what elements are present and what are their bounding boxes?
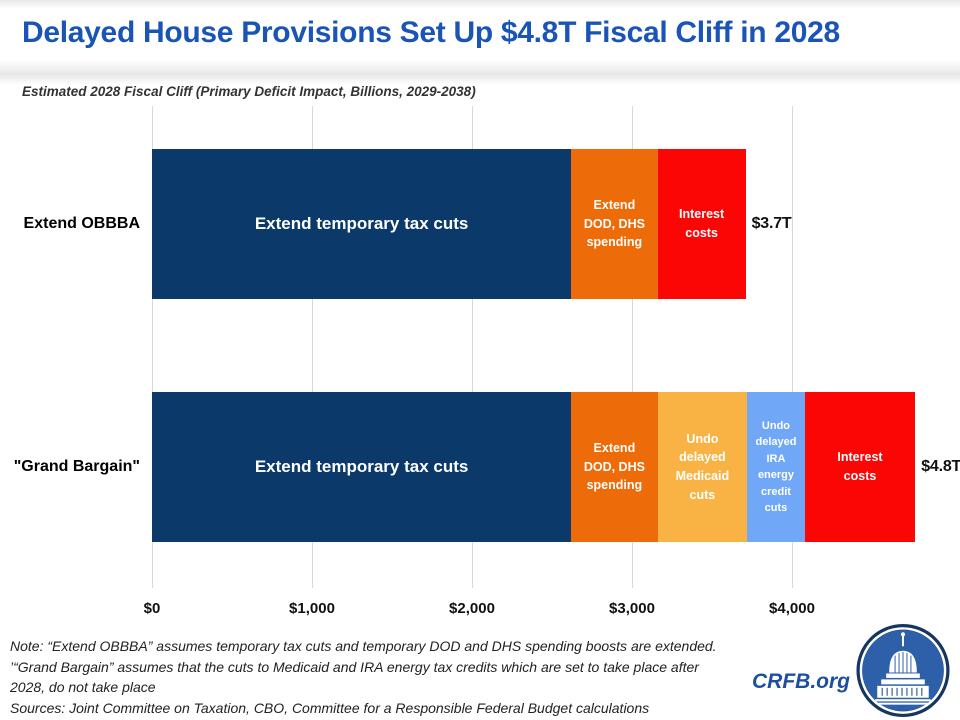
axis-tick-label: $0 [143, 600, 161, 617]
bar-segment-extend-dod-dhs-spending: Extend DOD, DHS spending [571, 149, 658, 299]
crfb-wordmark: CRFB.org [752, 670, 850, 693]
bar-total-label: $4.8T [921, 458, 960, 475]
bar-segment-undo-delayed-ira-energy-credit-cuts: Undo delayed IRA energy credit cuts [747, 392, 805, 542]
axis-tick-label: $2,000 [449, 600, 495, 617]
chart-subtitle: Estimated 2028 Fiscal Cliff (Primary Def… [22, 84, 476, 99]
gridline-4000 [792, 106, 793, 588]
crfb-logo [856, 623, 950, 718]
sources-line: Sources: Joint Committee on Taxation, CB… [10, 699, 650, 716]
bar-segment-interest-costs: Interest costs [804, 392, 916, 542]
logo-white-ring [859, 627, 947, 714]
axis-tick-label: $1,000 [289, 600, 335, 617]
note-line: ’“Grand Bargain” assumes that the cuts t… [10, 658, 699, 675]
bar-row-label: Extend OBBBA [23, 215, 140, 232]
bar-segment-undo-delayed-medicaid-cuts: Undo delayed Medicaid cuts [657, 392, 748, 542]
bar-segment-extend-dod-dhs-spending: Extend DOD, DHS spending [571, 392, 658, 542]
note-line: 2028, do not take place [10, 679, 156, 695]
gridline-3000 [632, 106, 633, 588]
bar-segment-extend-temporary-tax-cuts: Extend temporary tax cuts [152, 392, 572, 542]
axis-tick-label: $4,000 [769, 600, 815, 617]
bar-row-label: "Grand Bargain" [13, 458, 140, 475]
bar-total-label: $3.7T [751, 215, 792, 232]
page-title: Delayed House Provisions Set Up $4.8T Fi… [22, 16, 840, 49]
capitol-dome-icon [875, 632, 931, 705]
bar-segment-interest-costs: Interest costs [657, 149, 746, 299]
gridline-1000 [312, 106, 313, 588]
bar-segment-extend-temporary-tax-cuts: Extend temporary tax cuts [152, 149, 572, 299]
top-gradient-strip [0, 0, 960, 9]
gridline-2000 [472, 106, 473, 588]
footnotes: Note: “Extend OBBBA” assumes temporary t… [10, 636, 770, 718]
header-shadow [0, 60, 960, 84]
gridline-0 [152, 106, 153, 588]
note-line: Note: “Extend OBBBA” assumes temporary t… [10, 638, 717, 654]
axis-tick-label: $3,000 [609, 600, 655, 617]
